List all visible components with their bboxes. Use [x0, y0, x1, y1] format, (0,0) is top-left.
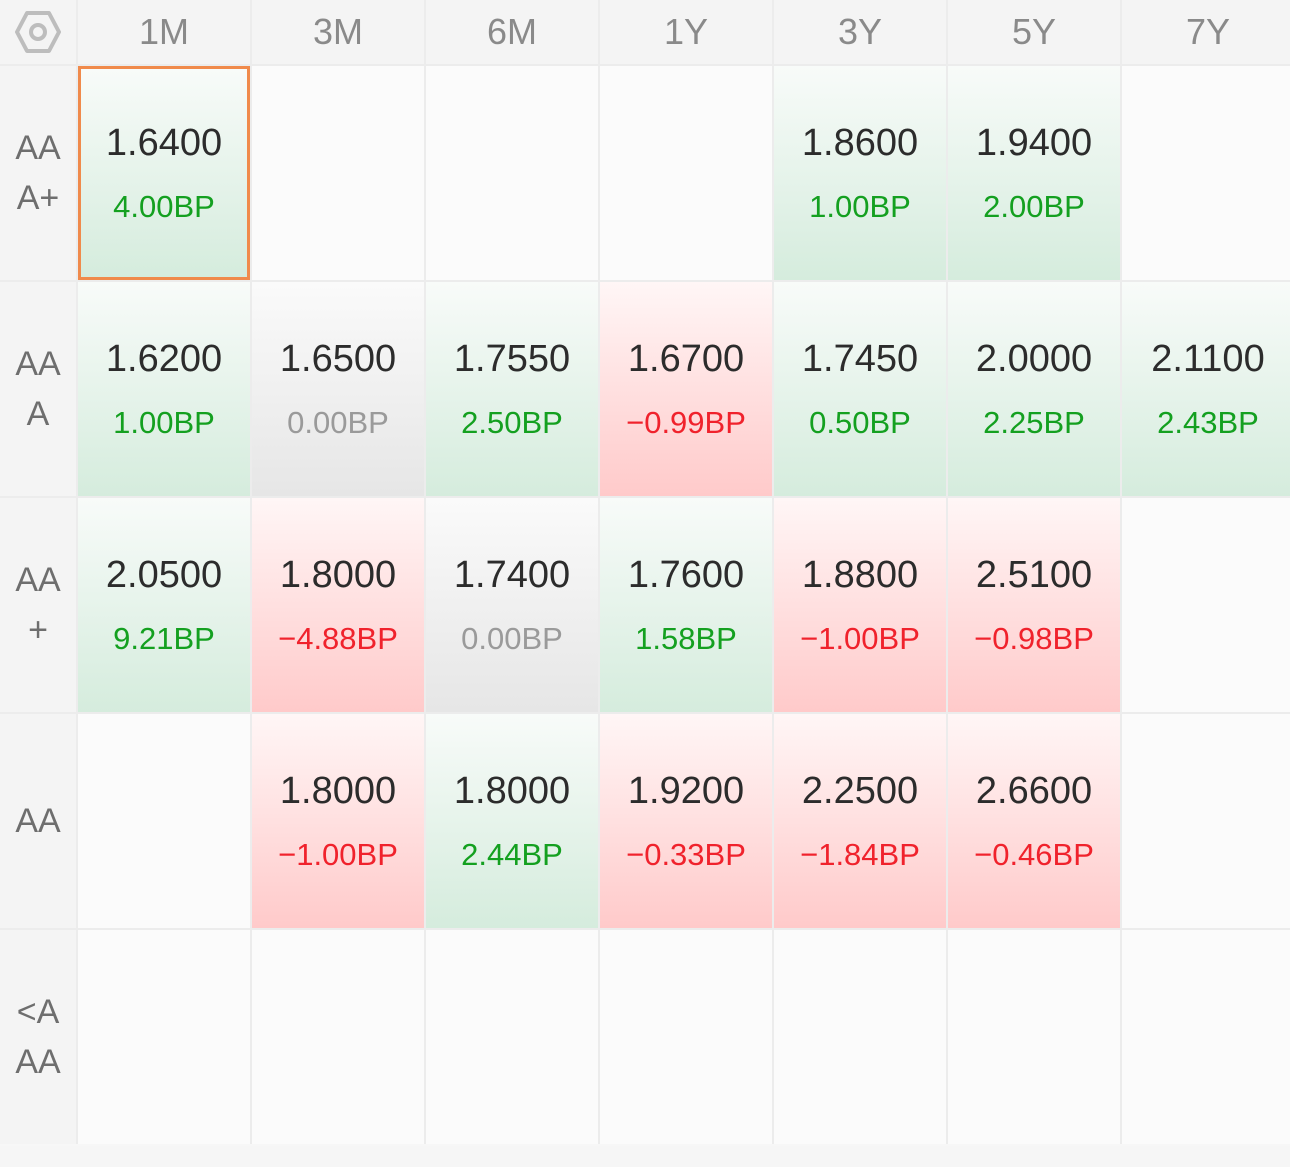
rate-value: 1.7550 — [453, 338, 571, 380]
rate-value: 2.5100 — [975, 554, 1093, 596]
rate-cell[interactable]: 1.6200 1.00BP — [78, 282, 250, 496]
rate-cell[interactable]: 1.9200 −0.33BP — [600, 714, 772, 928]
empty-cell — [1122, 714, 1290, 928]
rate-value: 1.8000 — [453, 770, 571, 812]
rate-cell[interactable]: 1.8800 −1.00BP — [774, 498, 946, 712]
row-label: AAA+ — [0, 66, 76, 280]
rate-cell[interactable]: 1.9400 2.00BP — [948, 66, 1120, 280]
row-label: AAA — [0, 282, 76, 496]
rate-cell[interactable]: 1.7450 0.50BP — [774, 282, 946, 496]
rate-cell[interactable]: 1.7550 2.50BP — [426, 282, 598, 496]
rate-change: −1.84BP — [800, 837, 920, 872]
rate-value: 2.2500 — [801, 770, 919, 812]
rate-cell[interactable]: 1.8600 1.00BP — [774, 66, 946, 280]
rate-cell[interactable]: 1.7600 1.58BP — [600, 498, 772, 712]
rate-change: −0.99BP — [626, 405, 746, 440]
rate-cell[interactable]: 1.8000 −4.88BP — [252, 498, 424, 712]
settings-hexagon-icon — [15, 11, 61, 53]
column-header-3m[interactable]: 3M — [252, 0, 424, 64]
rate-change: −1.00BP — [800, 621, 920, 656]
rate-value: 1.8600 — [801, 122, 919, 164]
rate-change: 9.21BP — [113, 621, 215, 656]
rate-value: 1.7600 — [627, 554, 745, 596]
rate-change: −0.33BP — [626, 837, 746, 872]
empty-cell — [252, 930, 424, 1144]
rate-value: 1.8000 — [279, 770, 397, 812]
rate-change: 0.00BP — [461, 621, 563, 656]
rate-change: 2.25BP — [983, 405, 1085, 440]
empty-cell — [78, 714, 250, 928]
empty-cell — [948, 930, 1120, 1144]
row-label: AA — [0, 714, 76, 928]
empty-cell — [1122, 930, 1290, 1144]
rate-change: −0.98BP — [974, 621, 1094, 656]
rate-value: 1.6400 — [105, 122, 223, 164]
rate-cell[interactable]: 1.6400 4.00BP — [78, 66, 250, 280]
rate-cell[interactable]: 1.7400 0.00BP — [426, 498, 598, 712]
row-label: <AAA — [0, 930, 76, 1144]
rate-change: 4.00BP — [113, 189, 215, 224]
column-header-3y[interactable]: 3Y — [774, 0, 946, 64]
rate-cell[interactable]: 2.0500 9.21BP — [78, 498, 250, 712]
rate-value: 1.8000 — [279, 554, 397, 596]
rate-cell[interactable]: 2.1100 2.43BP — [1122, 282, 1290, 496]
empty-cell — [252, 66, 424, 280]
rate-value: 1.7450 — [801, 338, 919, 380]
empty-cell — [600, 66, 772, 280]
empty-cell — [774, 930, 946, 1144]
row-label: AA+ — [0, 498, 76, 712]
rate-value: 1.9200 — [627, 770, 745, 812]
rate-cell[interactable]: 1.6500 0.00BP — [252, 282, 424, 496]
rate-value: 1.6200 — [105, 338, 223, 380]
empty-cell — [1122, 498, 1290, 712]
empty-cell — [426, 930, 598, 1144]
rate-value: 1.7400 — [453, 554, 571, 596]
rate-change: 2.43BP — [1157, 405, 1259, 440]
table-settings-button[interactable] — [0, 0, 76, 64]
rate-cell[interactable]: 2.5100 −0.98BP — [948, 498, 1120, 712]
rate-change: 2.50BP — [461, 405, 563, 440]
empty-cell — [78, 930, 250, 1144]
rate-value: 1.9400 — [975, 122, 1093, 164]
rate-cell[interactable]: 2.2500 −1.84BP — [774, 714, 946, 928]
rate-cell[interactable]: 1.8000 2.44BP — [426, 714, 598, 928]
rate-change: 0.00BP — [287, 405, 389, 440]
rate-change: 2.00BP — [983, 189, 1085, 224]
rate-cell[interactable]: 1.6700 −0.99BP — [600, 282, 772, 496]
column-header-1y[interactable]: 1Y — [600, 0, 772, 64]
column-header-6m[interactable]: 6M — [426, 0, 598, 64]
rate-value: 1.8800 — [801, 554, 919, 596]
column-header-5y[interactable]: 5Y — [948, 0, 1120, 64]
rate-change: −0.46BP — [974, 837, 1094, 872]
rate-value: 2.1100 — [1151, 338, 1265, 380]
rate-value: 1.6700 — [627, 338, 745, 380]
rate-value: 2.6600 — [975, 770, 1093, 812]
rate-change: 1.00BP — [809, 189, 911, 224]
rate-change: −4.88BP — [278, 621, 398, 656]
empty-cell — [426, 66, 598, 280]
rate-change: 0.50BP — [809, 405, 911, 440]
rate-value: 2.0000 — [975, 338, 1093, 380]
empty-cell — [1122, 66, 1290, 280]
rate-cell[interactable]: 2.6600 −0.46BP — [948, 714, 1120, 928]
rate-change: 1.58BP — [635, 621, 737, 656]
rate-change: 2.44BP — [461, 837, 563, 872]
rate-value: 2.0500 — [105, 554, 223, 596]
empty-cell — [600, 930, 772, 1144]
bottom-bar — [0, 1146, 1290, 1167]
rate-cell[interactable]: 1.8000 −1.00BP — [252, 714, 424, 928]
rate-change: −1.00BP — [278, 837, 398, 872]
column-header-7y[interactable]: 7Y — [1122, 0, 1290, 64]
column-header-1m[interactable]: 1M — [78, 0, 250, 64]
rate-change: 1.00BP — [113, 405, 215, 440]
rate-value: 1.6500 — [279, 338, 397, 380]
rate-cell[interactable]: 2.0000 2.25BP — [948, 282, 1120, 496]
